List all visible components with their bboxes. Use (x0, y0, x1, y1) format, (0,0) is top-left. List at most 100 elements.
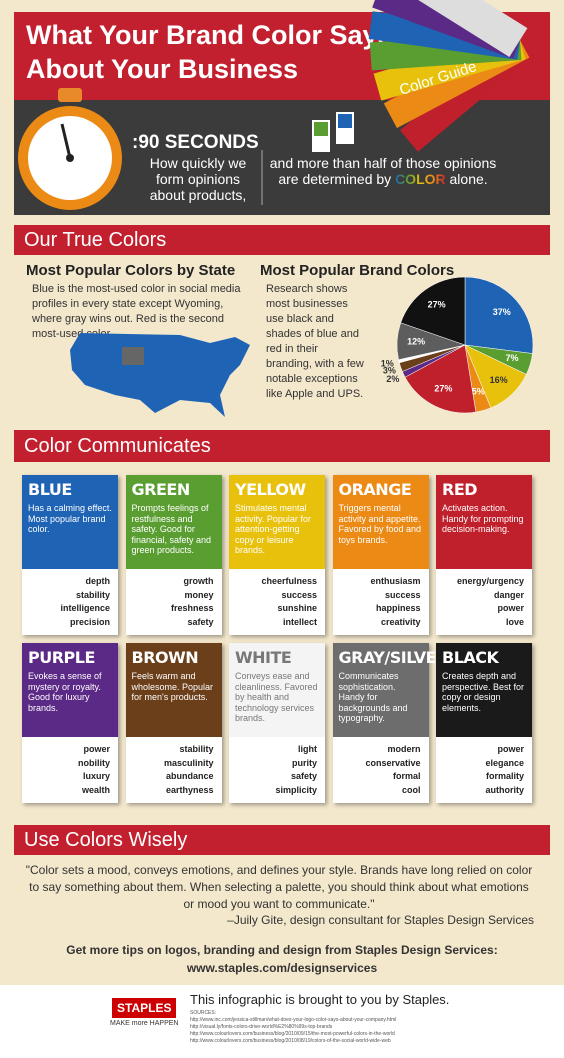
card-word: simplicity (275, 784, 317, 795)
pie-label: 3% (383, 365, 396, 375)
card-word: creativity (380, 616, 421, 627)
color-card: YELLOW Stimulates mental activity. Popula… (229, 475, 325, 635)
card-word: precision (69, 616, 110, 627)
card-words: light purity safety simplicity (229, 737, 325, 797)
card-word: danger (493, 589, 524, 600)
card-word: safety (290, 771, 317, 781)
card-word: authority (485, 784, 524, 795)
card-name: GREEN (131, 480, 191, 499)
card-word: cool (401, 784, 421, 795)
card-word: power (83, 744, 110, 754)
card-top: RED Activates action. Handy for prompting… (436, 475, 532, 569)
pie-label: 12% (407, 337, 425, 347)
card-text: Triggers mental activity and appetite. F… (338, 503, 422, 545)
tagline: MAKE more HAPPEN (110, 1020, 179, 1027)
source: http://www.colourlovers.com/business/blo… (190, 1038, 391, 1044)
brand-heading: Most Popular Brand Colors (260, 262, 455, 279)
card-top: GREEN Prompts feelings of restfulness and… (125, 475, 222, 569)
card-text: Feels warm and wholesome. Popular for me… (131, 671, 214, 702)
source: http://www.inc.com/jessica-stillman/what… (190, 1017, 397, 1023)
card-text: Evokes a sense of mystery or royalty. Go… (28, 671, 102, 713)
card-name: BROWN (131, 648, 199, 667)
card-word: formal (392, 771, 421, 781)
card-word: conservative (365, 757, 421, 768)
pie-label: 37% (493, 307, 511, 317)
sources-label: SOURCES: (190, 1010, 217, 1016)
stat-text: alone. (449, 171, 488, 187)
card-word: modern (387, 744, 421, 754)
stopwatch (18, 88, 122, 210)
card-word: success (384, 589, 421, 600)
color-card: BLACK Creates depth and perspective. Best… (436, 643, 532, 803)
card-word: safety (187, 616, 214, 627)
color-card: PURPLE Evokes a sense of mystery or royal… (22, 643, 118, 803)
stat-time: :90 SECONDS (132, 132, 259, 153)
card-words: enthusiasm success happiness creativity (333, 569, 429, 629)
sources: SOURCES: http://www.inc.com/jessica-stil… (190, 1010, 396, 1045)
url[interactable]: www.staples.com/designservices (186, 961, 378, 975)
card-word: cheerfulness (261, 576, 317, 586)
card-words: modern conservative formal cool (333, 737, 429, 797)
tips: Get more tips on logos, branding and des… (66, 943, 498, 957)
card-text: Creates depth and perspective. Best for … (442, 671, 525, 713)
card-words: depth stability intelligence precision (22, 569, 118, 629)
source: http://www.colourlovers.com/business/blo… (190, 1031, 395, 1037)
card-word: abundance (165, 771, 214, 781)
card-word: depth (85, 576, 111, 586)
stat-left: How quickly we form opinions about produ… (149, 155, 247, 203)
color-card: ORANGE Triggers mental activity and appet… (332, 475, 429, 635)
pie-slice (400, 276, 466, 346)
card-top: WHITE Conveys ease and cleanliness. Favor… (229, 643, 325, 737)
pie-label: 5% (472, 386, 485, 396)
color-word: COLOR (395, 171, 446, 187)
card-word: enthusiasm (370, 576, 421, 586)
card-word: wealth (81, 784, 110, 795)
decor (18, 0, 533, 210)
state-heading: Most Popular Colors by State (26, 262, 236, 279)
pie-label: 27% (434, 383, 452, 393)
card-name: YELLOW (235, 480, 306, 499)
card-text: Has a calming effect. Most popular brand… (28, 503, 112, 534)
swatch-cards (312, 112, 354, 152)
card-words: energy/urgency danger power love (436, 569, 532, 629)
card-word: masculinity (163, 757, 214, 768)
section-title: Color Communicates (14, 430, 550, 462)
color-fan (368, 0, 533, 152)
card-words: cheerfulness success sunshine intellect (229, 569, 325, 629)
card-words: power elegance formality authority (436, 737, 532, 797)
card-word: intellect (282, 616, 317, 627)
card-word: stability (75, 589, 110, 600)
card-top: GRAY/SILVER Communicates sophistication. … (332, 643, 448, 737)
source: http://visual.ly/fonts-colors-drive-worl… (190, 1024, 333, 1030)
card-word: purity (291, 757, 317, 768)
color-card: BROWN Feels warm and wholesome. Popular f… (125, 643, 222, 803)
card-words: power nobility luxury wealth (22, 737, 118, 797)
color-card: GRAY/SILVER Communicates sophistication. … (332, 643, 448, 803)
card-word: energy/urgency (456, 576, 524, 586)
card-name: BLACK (442, 648, 499, 667)
card-word: light (298, 744, 317, 754)
pie-label: 16% (490, 375, 508, 385)
card-word: elegance (485, 757, 524, 768)
credit: This infographic is brought to you by St… (190, 992, 450, 1007)
card-word: money (184, 589, 214, 600)
logo: STAPLES (112, 998, 177, 1018)
card-text: Conveys ease and cleanliness. Favored by… (235, 671, 318, 723)
card-top: BROWN Feels warm and wholesome. Popular f… (125, 643, 222, 737)
card-words: growth money freshness safety (126, 569, 222, 629)
pie-label: 2% (386, 374, 399, 384)
card-name: PURPLE (28, 648, 95, 667)
card-text: Stimulates mental activity. Popular for … (235, 503, 311, 555)
title: What Your Brand Color Says About Your Bu… (26, 18, 393, 86)
card-name: ORANGE (338, 480, 412, 499)
stat-right: and more than half of those opinions are… (268, 155, 498, 187)
pie-slice (464, 276, 534, 354)
card-name: WHITE (235, 648, 292, 667)
color-card: RED Activates action. Handy for prompting… (436, 475, 532, 635)
pie-slice (404, 344, 477, 414)
attribution: –Juily Gite, design consultant for Stapl… (227, 913, 534, 927)
card-word: growth (183, 576, 214, 586)
card-text: Prompts feelings of restfulness and safe… (131, 503, 212, 555)
stat-text: and more than half of those opinions are… (269, 155, 497, 187)
